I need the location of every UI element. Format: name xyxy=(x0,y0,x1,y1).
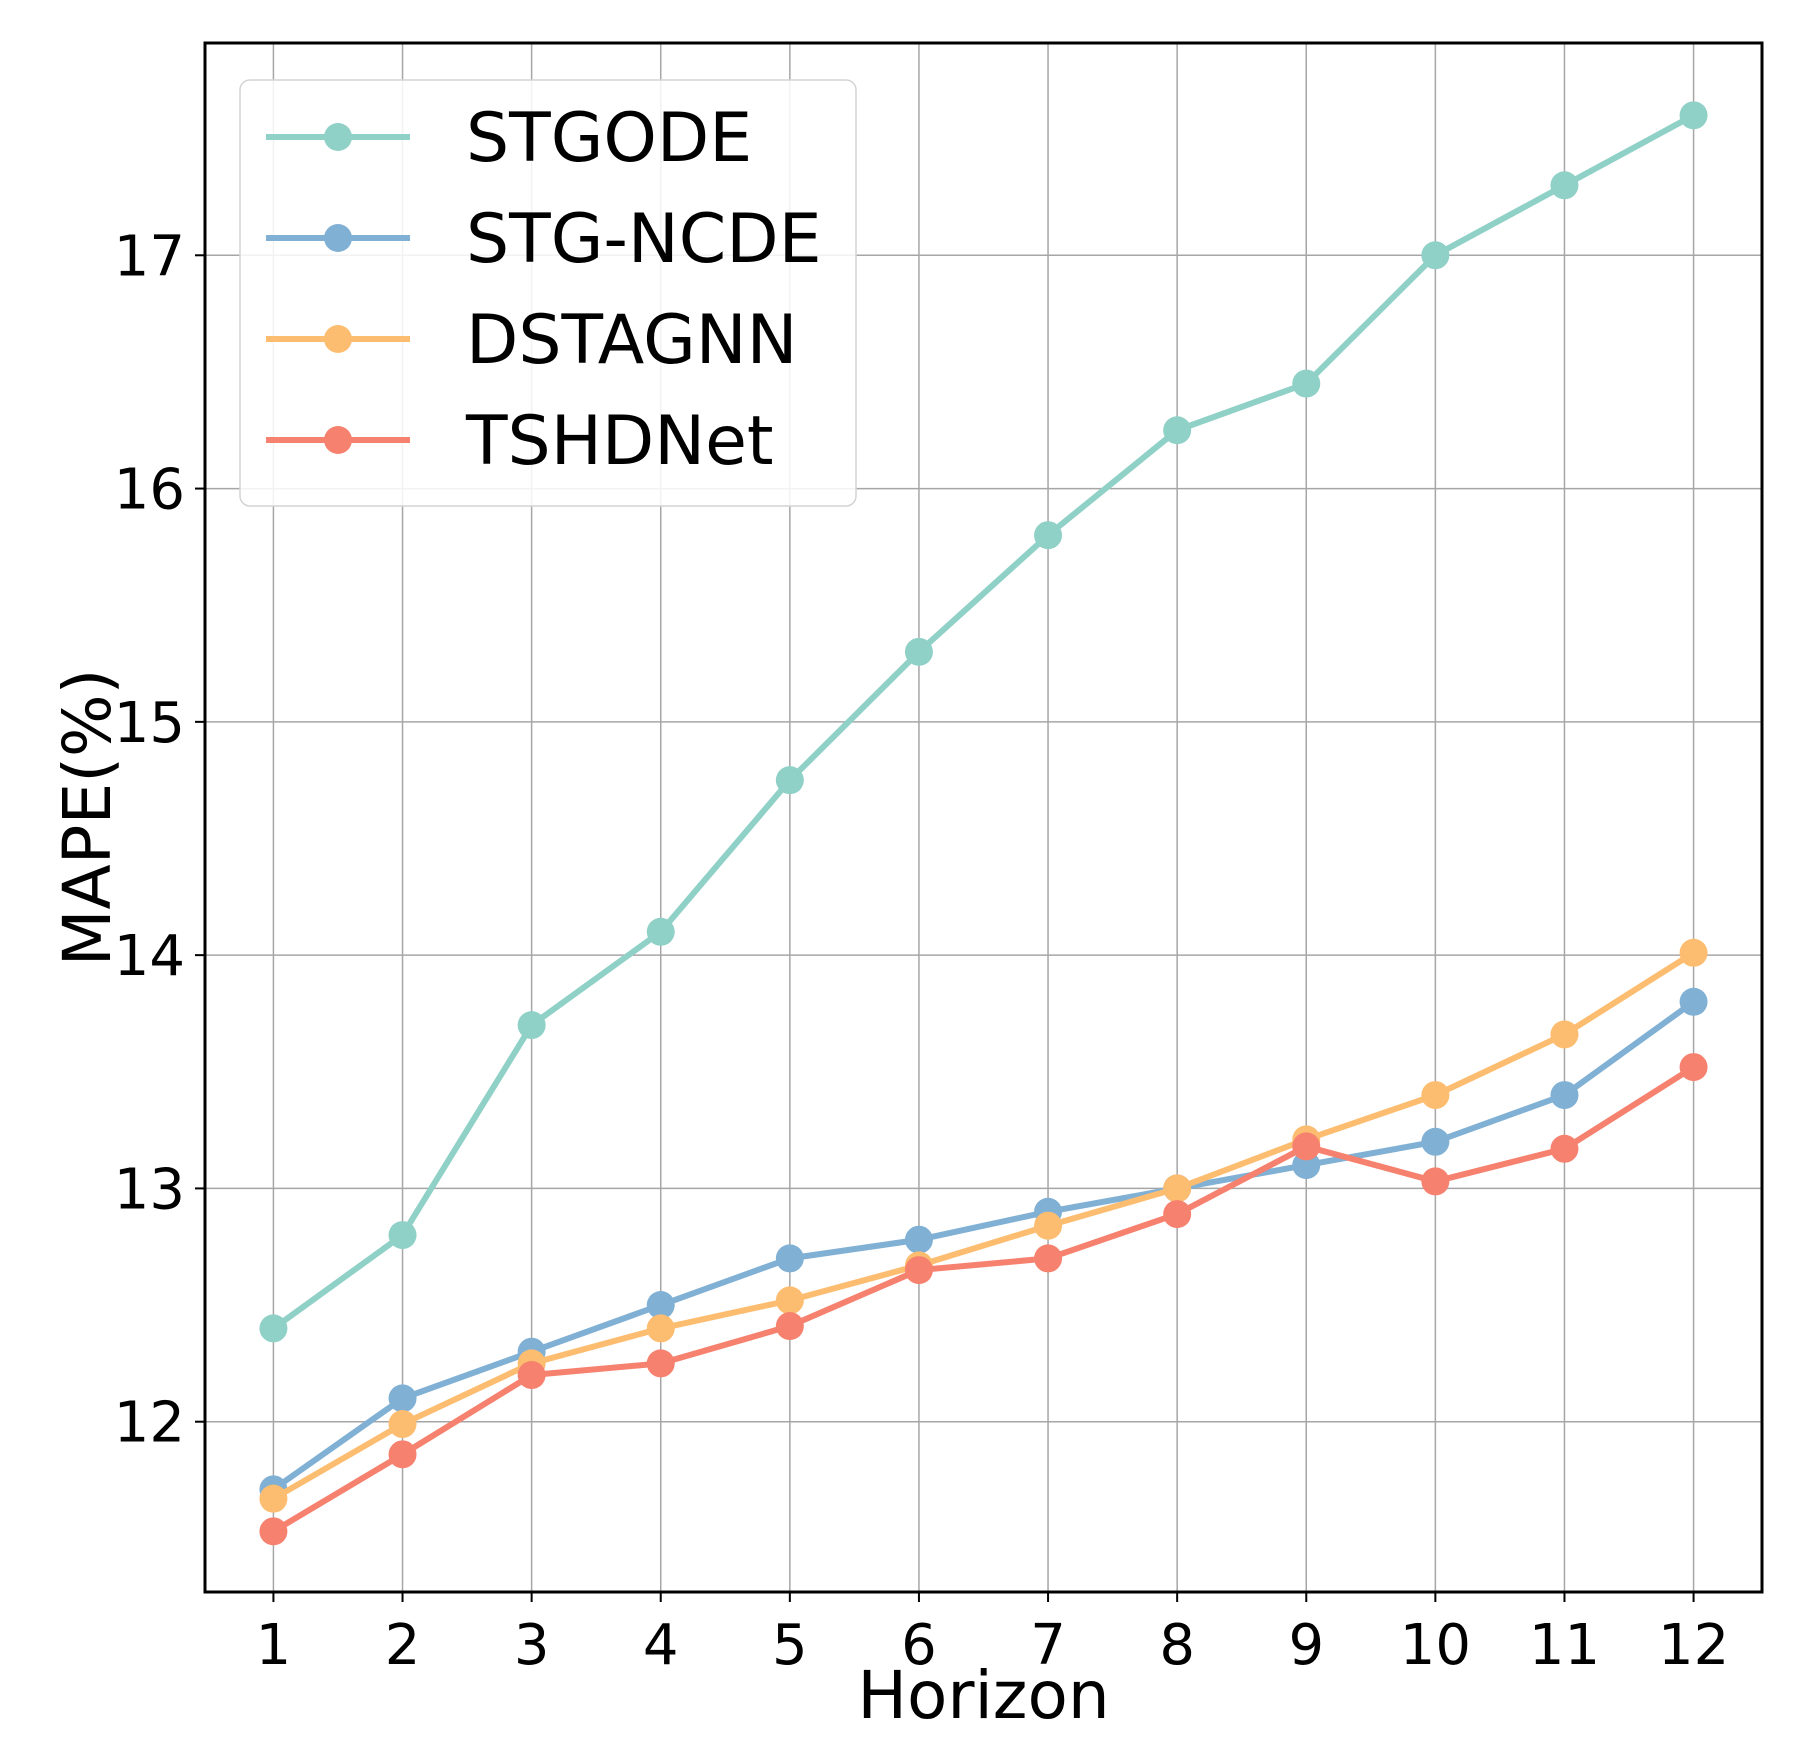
y-tick-label: 14 xyxy=(114,924,185,989)
data-point xyxy=(1421,1081,1450,1110)
data-point xyxy=(1163,416,1192,445)
x-axis-title: Horizon xyxy=(857,1657,1109,1734)
data-point xyxy=(259,1314,288,1343)
data-point xyxy=(904,1256,933,1285)
data-point xyxy=(646,1349,675,1378)
series-line xyxy=(271,999,1696,1492)
y-tick-label: 16 xyxy=(114,458,185,523)
legend-label: STG-NCDE xyxy=(466,200,822,279)
x-tick-label: 2 xyxy=(385,1613,421,1678)
x-tick-label: 10 xyxy=(1400,1613,1471,1678)
data-point xyxy=(1421,1127,1450,1156)
x-tick-label: 9 xyxy=(1288,1613,1324,1678)
data-point xyxy=(1679,1053,1708,1082)
data-point xyxy=(388,1384,417,1413)
x-tick-label: 4 xyxy=(643,1613,679,1678)
data-point xyxy=(1163,1200,1192,1229)
series-line xyxy=(271,950,1696,1502)
series-layer xyxy=(259,101,1708,1546)
x-tick-label: 1 xyxy=(256,1613,292,1678)
data-point xyxy=(646,1291,675,1320)
data-point xyxy=(1034,1244,1063,1273)
data-point xyxy=(259,1517,288,1546)
data-point xyxy=(1550,1020,1579,1049)
data-point xyxy=(388,1440,417,1469)
data-point xyxy=(1292,1132,1321,1161)
series-tshdnet xyxy=(259,1053,1708,1546)
data-point xyxy=(1679,938,1708,967)
grid xyxy=(205,43,1762,1592)
x-tick-label: 5 xyxy=(772,1613,808,1678)
data-point xyxy=(646,917,675,946)
legend: STGODE STG-NCDE DSTAGNN TSHDNet xyxy=(239,79,857,507)
y-tick-label: 17 xyxy=(114,224,185,289)
data-point xyxy=(259,1484,288,1513)
x-tick-label: 7 xyxy=(1030,1613,1066,1678)
x-tick-labels: 1 2 3 4 5 6 7 8 9 10 11 12 xyxy=(256,1592,1729,1678)
data-point xyxy=(517,1011,546,1040)
x-tick-label: 12 xyxy=(1658,1613,1729,1678)
data-point xyxy=(388,1410,417,1439)
x-tick-label: 11 xyxy=(1529,1613,1600,1678)
y-tick-labels: 12 13 14 15 16 17 xyxy=(114,224,205,1456)
legend-marker xyxy=(324,426,352,454)
x-tick-label: 6 xyxy=(901,1613,937,1678)
x-tick-label: 3 xyxy=(514,1613,550,1678)
y-axis-title: MAPE(%) xyxy=(49,669,126,967)
series-stgode xyxy=(259,101,1708,1343)
data-point xyxy=(1550,1134,1579,1163)
y-tick-label: 13 xyxy=(114,1157,185,1222)
legend-marker xyxy=(324,325,352,353)
legend-label: DSTAGNN xyxy=(466,301,798,380)
data-point xyxy=(1550,171,1579,200)
data-point xyxy=(904,1225,933,1254)
data-point xyxy=(775,1244,804,1273)
data-point xyxy=(904,637,933,666)
legend-label: STGODE xyxy=(466,99,752,178)
data-point xyxy=(1034,1211,1063,1240)
data-point xyxy=(1679,101,1708,130)
data-point xyxy=(775,766,804,795)
plot-frame xyxy=(203,41,1764,1594)
data-point xyxy=(646,1314,675,1343)
data-point xyxy=(1163,1174,1192,1203)
series-line xyxy=(271,1064,1696,1534)
data-point xyxy=(1421,241,1450,270)
data-point xyxy=(388,1221,417,1250)
y-tick-label: 12 xyxy=(114,1391,185,1456)
data-point xyxy=(1679,987,1708,1016)
legend-marker xyxy=(324,123,352,151)
data-point xyxy=(775,1312,804,1341)
legend-label: TSHDNet xyxy=(465,402,774,481)
legend-marker xyxy=(324,224,352,252)
data-point xyxy=(775,1286,804,1315)
y-tick-label: 15 xyxy=(114,691,185,756)
data-point xyxy=(1550,1081,1579,1110)
data-point xyxy=(1292,369,1321,398)
data-point xyxy=(517,1361,546,1390)
x-tick-label: 8 xyxy=(1159,1613,1195,1678)
series-line xyxy=(271,112,1696,1331)
data-point xyxy=(1421,1167,1450,1196)
legend-box xyxy=(239,79,857,507)
data-point xyxy=(1034,521,1063,550)
